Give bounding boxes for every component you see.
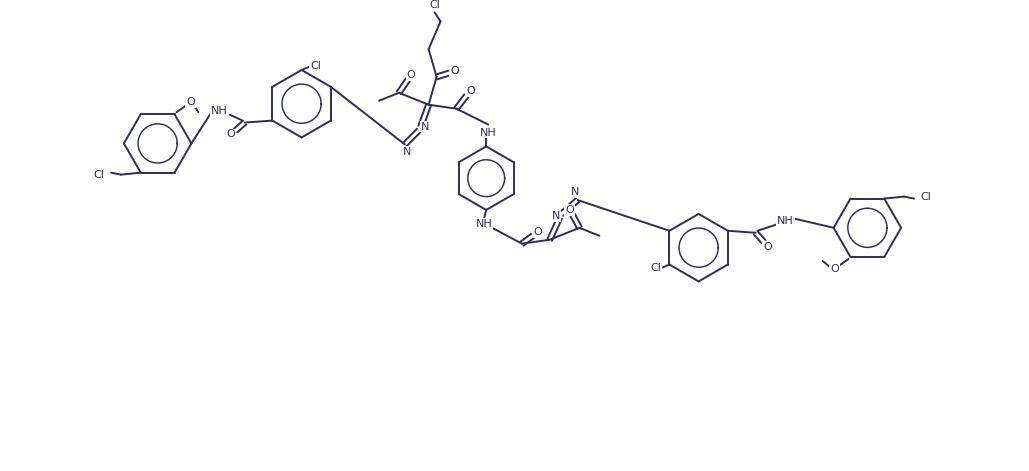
Text: O: O <box>226 130 235 139</box>
Text: NH: NH <box>480 128 497 138</box>
Text: O: O <box>450 66 459 76</box>
Text: N: N <box>571 187 579 197</box>
Text: N: N <box>421 122 429 131</box>
Text: O: O <box>830 264 839 274</box>
Text: O: O <box>406 70 415 80</box>
Text: Cl: Cl <box>429 0 440 10</box>
Text: O: O <box>186 97 194 107</box>
Text: Cl: Cl <box>650 263 661 274</box>
Text: Cl: Cl <box>921 192 931 202</box>
Text: O: O <box>565 205 574 215</box>
Text: N: N <box>552 211 560 221</box>
Text: O: O <box>764 242 772 252</box>
Text: N: N <box>402 147 411 157</box>
Text: NH: NH <box>777 216 793 226</box>
Text: Cl: Cl <box>310 61 321 71</box>
Text: O: O <box>466 86 474 96</box>
Text: NH: NH <box>211 106 228 116</box>
Text: O: O <box>533 227 542 237</box>
Text: Cl: Cl <box>94 170 105 179</box>
Text: NH: NH <box>475 219 493 229</box>
